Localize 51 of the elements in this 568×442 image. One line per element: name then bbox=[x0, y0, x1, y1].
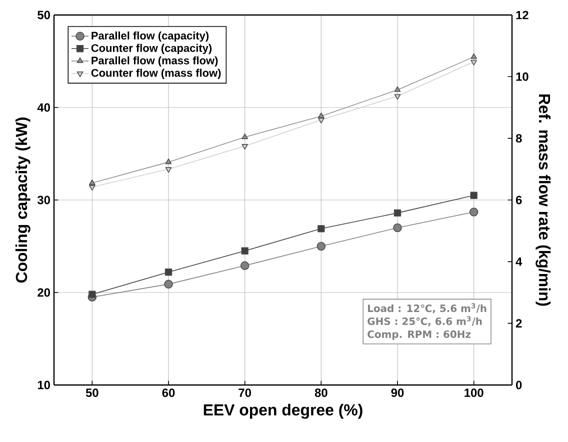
y2-tick-label: 0 bbox=[516, 380, 522, 390]
point bbox=[242, 134, 248, 140]
point bbox=[470, 192, 478, 199]
annotation: Comp. RPM : 60Hz bbox=[368, 330, 471, 340]
point bbox=[165, 167, 172, 173]
point bbox=[242, 144, 248, 150]
point bbox=[89, 179, 96, 186]
y-tick-label: 40 bbox=[37, 103, 50, 112]
y2-tick-label: 12 bbox=[516, 10, 528, 20]
point bbox=[318, 112, 324, 118]
x-tick-label: 60 bbox=[162, 388, 175, 397]
legend-label: Parallel flow (mass flow) bbox=[92, 56, 218, 67]
y2-tick-label: 8 bbox=[516, 134, 522, 143]
point bbox=[240, 261, 250, 270]
legend-label: Counter flow (mass flow) bbox=[91, 68, 221, 79]
x-tick-label: 90 bbox=[391, 388, 404, 397]
point bbox=[165, 158, 172, 164]
y2-tick-label: 6 bbox=[516, 196, 522, 204]
y-tick-label: 50 bbox=[38, 10, 50, 20]
point bbox=[164, 268, 172, 276]
point bbox=[469, 208, 478, 216]
point bbox=[394, 94, 401, 100]
point bbox=[89, 185, 96, 191]
y-tick-label: 30 bbox=[37, 196, 50, 204]
point bbox=[316, 242, 326, 251]
y-axis-title: Cooling capacity (kW) bbox=[15, 118, 30, 283]
x-tick-label: 100 bbox=[464, 388, 484, 397]
point bbox=[164, 280, 173, 289]
legend-label: Counter flow (capacity) bbox=[91, 44, 212, 54]
point bbox=[241, 247, 248, 254]
point bbox=[394, 86, 401, 92]
y-tick-label: 10 bbox=[38, 380, 50, 390]
annotation: Load : 12℃, 5.6 m$^{3}$/h bbox=[368, 303, 486, 314]
annotation: GHS : 25℃, 6.6 m$^{3}$/h bbox=[368, 316, 482, 326]
legend-label: Parallel flow (capacity) bbox=[92, 31, 209, 42]
point bbox=[318, 118, 324, 124]
x-tick-label: 70 bbox=[238, 388, 251, 397]
x-tick-label: 50 bbox=[86, 388, 98, 397]
point bbox=[318, 225, 325, 232]
point bbox=[394, 209, 402, 217]
y2-tick-label: 2 bbox=[516, 319, 522, 328]
y2-axis-title: Ref. mass flow rate (kg/min) bbox=[536, 94, 551, 306]
y-tick-label: 20 bbox=[38, 288, 50, 297]
y2-tick-label: 10 bbox=[516, 72, 528, 81]
point bbox=[470, 53, 477, 59]
point bbox=[393, 223, 402, 232]
x-axis-title: EEV open degree (%) bbox=[204, 404, 362, 419]
point bbox=[88, 290, 96, 298]
point bbox=[470, 60, 477, 66]
x-tick-label: 80 bbox=[314, 388, 328, 397]
y2-tick-label: 4 bbox=[516, 258, 522, 266]
